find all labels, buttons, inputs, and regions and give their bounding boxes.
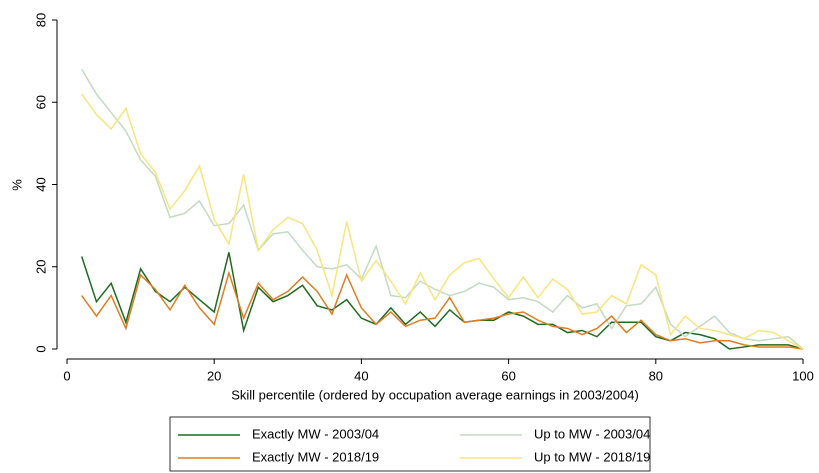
x-tick-label: 60 (501, 368, 515, 383)
x-tick-label: 0 (63, 368, 70, 383)
x-tick-label: 20 (207, 368, 221, 383)
x-tick-label: 100 (792, 368, 814, 383)
x-axis-title: Skill percentile (ordered by occupation … (231, 387, 639, 402)
series-line (81, 270, 804, 350)
x-tick-label: 40 (354, 368, 368, 383)
y-tick-label: 80 (33, 13, 48, 27)
y-tick-label: 20 (33, 260, 48, 274)
series-line (81, 93, 804, 350)
legend-label: Exactly MW - 2003/04 (252, 426, 379, 441)
y-tick-label: 0 (33, 345, 48, 352)
series-line (81, 68, 804, 350)
x-tick-label: 80 (649, 368, 663, 383)
legend-label: Up to MW - 2018/19 (534, 449, 650, 464)
y-tick-label: 40 (33, 177, 48, 191)
series-line (81, 252, 804, 350)
y-tick-label: 60 (33, 95, 48, 109)
legend-label: Exactly MW - 2018/19 (252, 449, 379, 464)
legend-label: Up to MW - 2003/04 (534, 426, 650, 441)
y-axis-title: % (9, 179, 24, 191)
legend-box (169, 416, 651, 472)
